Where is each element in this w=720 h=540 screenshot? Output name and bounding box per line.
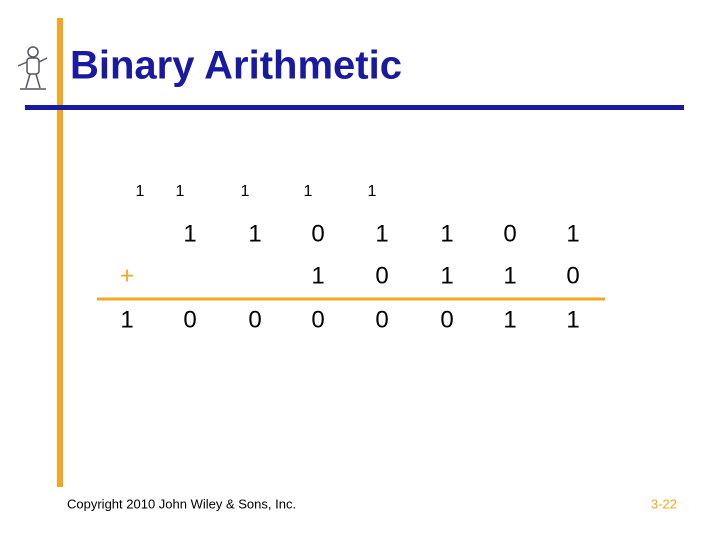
operand-digit: 1	[311, 262, 324, 289]
result-digit: 0	[183, 306, 196, 333]
page-number: 3-22	[651, 496, 677, 511]
operand-digit: 1	[375, 220, 388, 247]
carry-digit: 1	[304, 183, 313, 200]
carry-digit: 1	[136, 183, 145, 200]
operator: +	[120, 262, 134, 289]
operand-digit: 1	[183, 220, 196, 247]
result-digit: 0	[248, 306, 261, 333]
operand-digit: 1	[566, 220, 579, 247]
carry-digit: 1	[241, 183, 250, 200]
copyright: Copyright 2010 John Wiley & Sons, Inc.	[67, 496, 296, 511]
result-digit: 1	[503, 306, 516, 333]
left-bar	[57, 18, 63, 487]
carry-digit: 1	[176, 183, 185, 200]
operand-digit: 0	[311, 220, 324, 247]
result-digit: 0	[375, 306, 388, 333]
title-rule	[25, 105, 684, 110]
logo-figure	[17, 46, 48, 90]
result-digit: 1	[566, 306, 579, 333]
result-digit: 0	[311, 306, 324, 333]
carry-digit: 1	[368, 183, 377, 200]
operand-digit: 1	[503, 262, 516, 289]
operand-digit: 0	[503, 220, 516, 247]
operand-digit: 1	[440, 262, 453, 289]
result-digit: 0	[440, 306, 453, 333]
operand-digit: 1	[440, 220, 453, 247]
operand-digit: 1	[248, 220, 261, 247]
slide-title: Binary Arithmetic	[70, 44, 402, 88]
operand-digit: 0	[566, 262, 579, 289]
result-digit: 1	[120, 306, 133, 333]
operand-digit: 0	[375, 262, 388, 289]
